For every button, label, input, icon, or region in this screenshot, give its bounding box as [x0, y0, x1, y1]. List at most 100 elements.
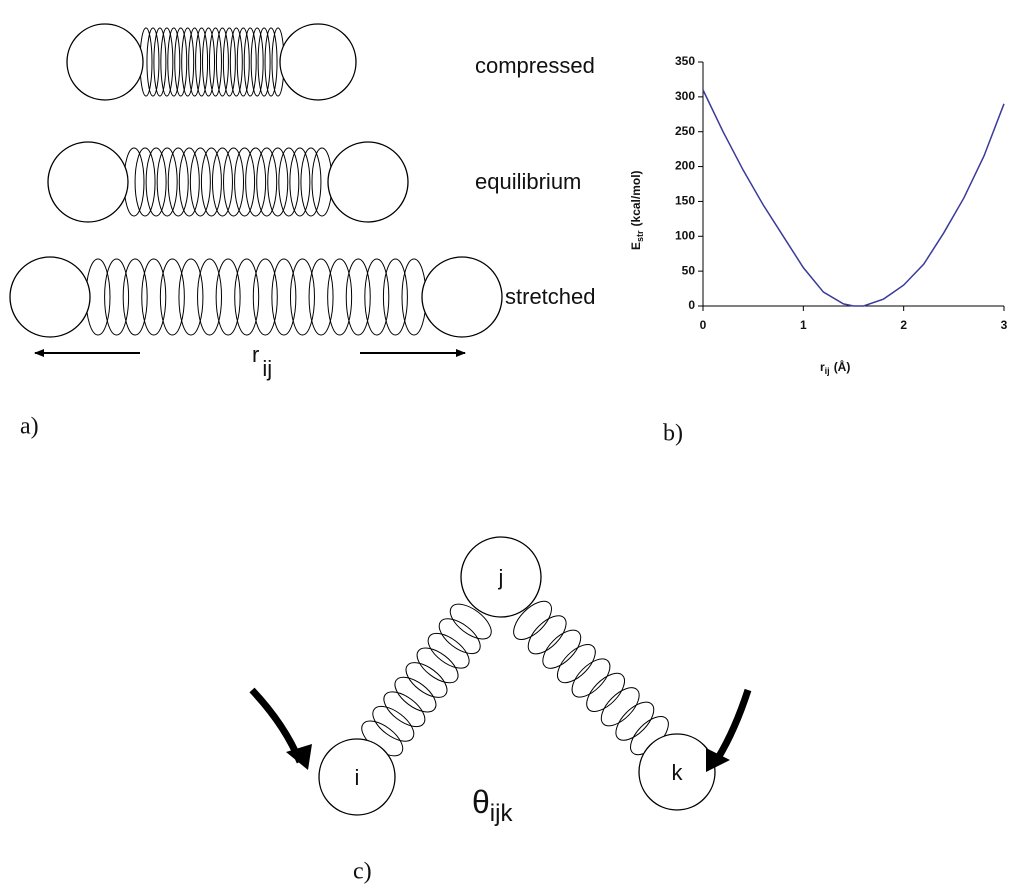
rotation-arrowhead	[286, 744, 312, 770]
y-tick-label: 100	[675, 228, 695, 242]
y-tick-label: 250	[675, 124, 695, 138]
atom-label: j	[498, 565, 504, 590]
atom	[327, 141, 409, 223]
x-tick-label: 3	[1001, 318, 1008, 332]
coil	[586, 672, 626, 712]
x-label-sub: ij	[825, 366, 830, 376]
chart: 0 50 100 150 200 250 300 350 0 1 2 3	[675, 54, 1008, 332]
rotation-arrowhead	[706, 748, 730, 772]
coil	[245, 147, 267, 217]
coil	[252, 258, 278, 336]
coil	[243, 27, 257, 97]
data-line	[702, 89, 1005, 307]
coil	[278, 147, 300, 217]
coil	[615, 701, 655, 741]
coil	[364, 258, 390, 336]
coil	[267, 147, 289, 217]
coil	[438, 618, 481, 655]
y-tick-label: 300	[675, 89, 695, 103]
coil	[156, 147, 178, 217]
coil	[394, 676, 437, 713]
coil	[104, 258, 130, 336]
atom	[460, 536, 542, 618]
coil	[289, 147, 311, 217]
spring	[513, 600, 669, 756]
x-label-unit: (Å)	[834, 359, 851, 374]
coil	[160, 27, 174, 97]
coil	[159, 258, 185, 336]
coil	[327, 258, 353, 336]
atom-label: k	[672, 760, 684, 785]
coil	[405, 662, 448, 698]
caption: b)	[663, 421, 683, 447]
x-tick-label: 1	[800, 318, 807, 332]
coil	[300, 147, 322, 217]
spring	[139, 27, 285, 97]
spring	[85, 258, 427, 336]
coil	[222, 27, 236, 97]
coil	[122, 258, 148, 336]
coil	[181, 27, 195, 97]
coil	[449, 603, 492, 640]
y-tick-label: 50	[682, 263, 696, 277]
y-label-sub: str	[635, 230, 645, 242]
coil	[145, 147, 167, 217]
x-axis-label: rij (Å)	[820, 359, 850, 376]
atoms	[9, 23, 716, 816]
y-tick-label: 350	[675, 54, 695, 68]
coil	[188, 27, 202, 97]
coil	[167, 147, 189, 217]
atom	[279, 23, 357, 101]
coil	[178, 147, 200, 217]
y-tick-label: 200	[675, 159, 695, 173]
atom-label: i	[355, 765, 360, 790]
springs	[85, 27, 669, 757]
spring	[123, 147, 333, 217]
coil	[382, 258, 408, 336]
coil	[223, 147, 245, 217]
rotation-arrow	[715, 688, 752, 760]
coil	[236, 27, 250, 97]
coil	[513, 600, 552, 640]
y-tick-label: 150	[675, 194, 695, 208]
coil	[146, 27, 160, 97]
x-label-base: r	[820, 360, 825, 374]
x-tick-label: 2	[900, 318, 907, 332]
coil	[208, 27, 222, 97]
coil	[134, 147, 156, 217]
coil	[215, 27, 229, 97]
coil	[427, 632, 470, 669]
coil	[256, 147, 278, 217]
coil	[167, 27, 181, 97]
coil	[211, 147, 233, 217]
angle-sub: ijk	[490, 800, 514, 827]
coil	[229, 27, 243, 97]
spring	[361, 603, 492, 757]
atom	[66, 23, 144, 101]
coil	[215, 258, 241, 336]
coil	[257, 27, 271, 97]
y-axis-label: Estr (kcal/mol)	[629, 170, 645, 250]
state-label: stretched	[505, 284, 596, 309]
y-label-base: E	[629, 242, 643, 250]
state-label: compressed	[475, 53, 595, 78]
distance-label: rij	[252, 342, 272, 381]
distance-sub: ij	[262, 356, 272, 381]
atom	[9, 256, 91, 338]
y-tick-label: 0	[688, 298, 695, 312]
coil	[264, 27, 278, 97]
coil	[189, 147, 211, 217]
atom	[47, 141, 129, 223]
coil	[141, 258, 167, 336]
coil	[345, 258, 371, 336]
coil	[527, 615, 567, 655]
coil	[174, 27, 188, 97]
coil	[153, 27, 167, 97]
coil	[178, 258, 204, 336]
atom	[638, 733, 716, 811]
coil	[556, 644, 596, 684]
coil	[250, 27, 264, 97]
coil	[197, 258, 223, 336]
atom	[318, 738, 396, 816]
